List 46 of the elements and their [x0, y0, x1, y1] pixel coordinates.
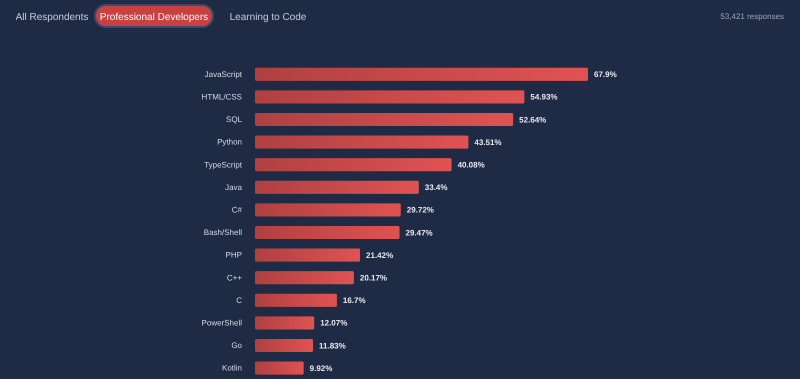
y-tick-label: Java: [225, 182, 243, 192]
data-label: 20.17%: [360, 274, 388, 282]
data-label: 52.64%: [519, 115, 546, 124]
bar: [255, 203, 401, 216]
data-label: 54.93%: [530, 92, 558, 102]
y-tick-label: SQL: [226, 115, 243, 124]
data-label: 29.72%: [406, 206, 434, 215]
bar: [255, 226, 400, 240]
data-label: 12.07%: [320, 318, 348, 328]
text: 53,421 responses: [720, 12, 784, 21]
y-tick-label: C: [236, 296, 242, 305]
y-tick-label: TypeScript: [204, 160, 243, 170]
text: Professional Developers: [100, 12, 208, 23]
y-tick-label: PHP: [226, 250, 242, 260]
y-tick-label: C++: [226, 273, 242, 282]
bar: [255, 338, 314, 352]
data-label: 67.9%: [594, 70, 617, 80]
bar: [255, 316, 314, 330]
bar: [255, 362, 304, 375]
y-tick-label: Go: [231, 341, 243, 350]
bar: [255, 158, 452, 172]
data-label: 40.08%: [458, 160, 485, 170]
bar: [255, 90, 524, 104]
y-tick-label: Kotlin: [222, 364, 242, 373]
data-label: 11.83%: [319, 341, 346, 350]
bar: [255, 68, 588, 81]
y-tick-label: JavaScript: [204, 70, 243, 79]
y-tick-label: Python: [217, 138, 242, 147]
bar: [255, 136, 468, 149]
bar: [255, 112, 514, 126]
y-tick-label: HTML/CSS: [202, 92, 242, 102]
text: Learning to Code: [230, 12, 307, 23]
bar: [255, 180, 419, 194]
y-tick-label: C#: [232, 205, 243, 214]
data-label: 43.51%: [474, 138, 502, 147]
data-label: 16.7%: [342, 296, 366, 306]
data-label: 29.47%: [406, 228, 433, 238]
data-label: 21.42%: [366, 250, 394, 260]
y-tick-label: PowerShell: [202, 318, 242, 328]
text: All Respondents: [16, 12, 88, 23]
data-label: 9.92%: [310, 364, 332, 373]
data-label: 33.4%: [424, 183, 448, 192]
bar: [255, 294, 337, 307]
bar: [255, 271, 354, 284]
y-tick-label: Bash/Shell: [204, 228, 242, 238]
bar: [255, 248, 360, 262]
